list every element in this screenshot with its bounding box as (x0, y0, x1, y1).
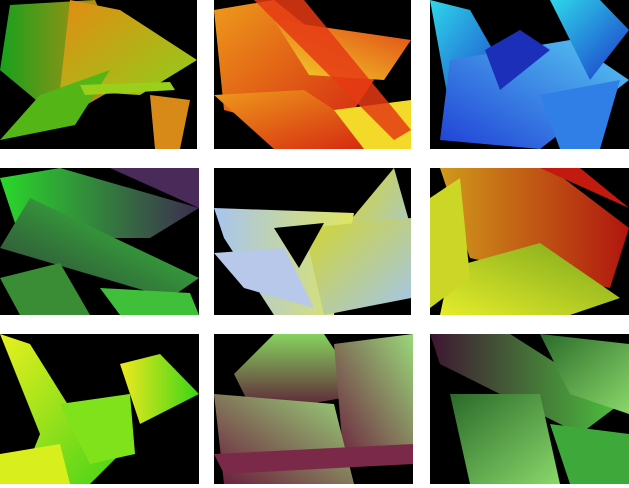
tile-6-art (430, 168, 629, 315)
tile-2-red-yellow (214, 0, 411, 149)
tile-4-art (0, 168, 199, 315)
tile-3-art (430, 0, 629, 149)
tile-9-art (430, 334, 629, 484)
tile-7-yellow-green (0, 334, 199, 484)
tile-1-green-orange (0, 0, 197, 149)
tile-3-blue-cyan (430, 0, 629, 149)
tile-2-art (214, 0, 411, 149)
tile-7-art (0, 334, 199, 484)
tile-5-yellow-lightblue (214, 168, 411, 315)
tile-8-art (214, 334, 413, 484)
tile-6-red-yellow-green (430, 168, 629, 315)
tile-5-art (214, 168, 411, 315)
tile-1-art (0, 0, 197, 149)
tile-8-green-maroon (214, 334, 413, 484)
tile-4-green-purple (0, 168, 199, 315)
tile-9-green-maroon-dark (430, 334, 629, 484)
